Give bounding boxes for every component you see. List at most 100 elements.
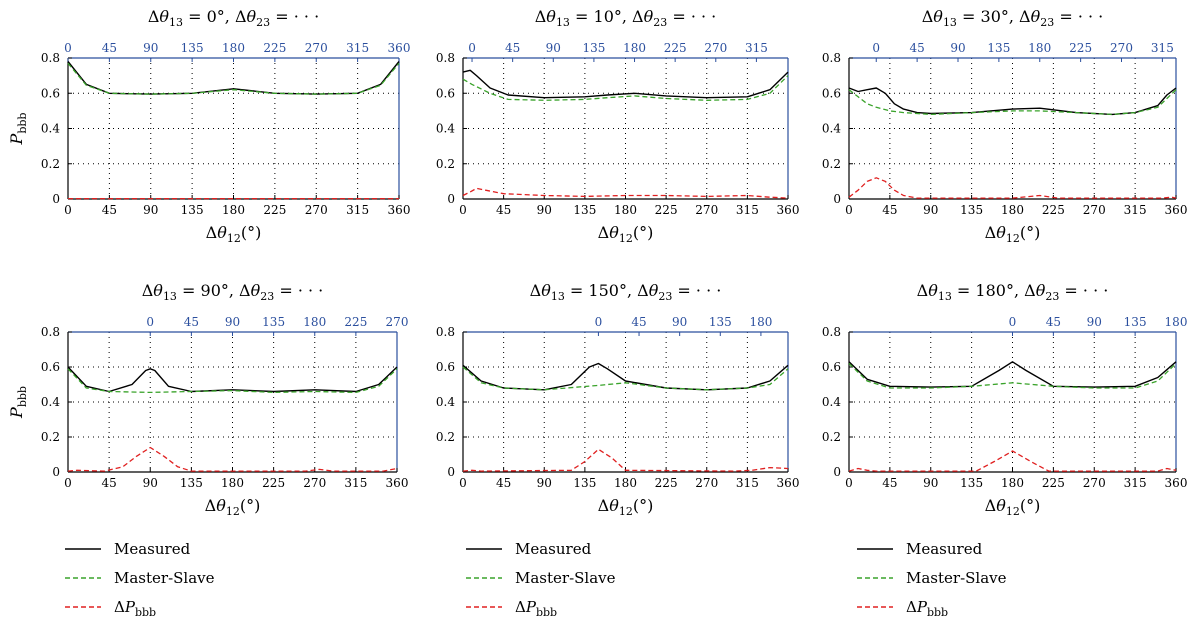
x-tick-label: 225 <box>1042 476 1065 490</box>
top-tick-label: 180 <box>303 315 326 329</box>
top-tick-label: 225 <box>263 41 286 55</box>
top-tick-label: 135 <box>262 315 285 329</box>
x-tick-label: 0 <box>459 203 467 217</box>
grid <box>68 58 399 199</box>
x-tick-label: 90 <box>923 476 938 490</box>
x-tick-label: 360 <box>388 203 411 217</box>
x-tick-label: 45 <box>496 476 511 490</box>
top-tick-label: 270 <box>1110 41 1133 55</box>
x-tick-label: 0 <box>845 203 853 217</box>
x-tick-label: 180 <box>221 476 244 490</box>
panel-title: Δθ13​ = 10°, Δθ23​ = · · · <box>535 7 717 29</box>
x-tick-label: 135 <box>181 203 204 217</box>
top-tick-label: 0 <box>64 41 72 55</box>
x-tick-label: 0 <box>64 203 72 217</box>
y-tick-label: 0.6 <box>41 360 60 374</box>
x-tick-label: 360 <box>1165 203 1188 217</box>
panel-title: Δθ13​ = 0°, Δθ23​ = · · · <box>148 7 319 29</box>
x-tick-label: 0 <box>64 476 72 490</box>
top-tick-label: 90 <box>225 315 240 329</box>
x-axis-label: Δθ12​(°) <box>985 496 1041 518</box>
top-tick-label: 45 <box>1046 315 1061 329</box>
top-tick-label: 45 <box>505 41 520 55</box>
top-tick-label: 180 <box>222 41 245 55</box>
y-tick-label: 0.4 <box>822 395 841 409</box>
top-tick-label: 225 <box>1069 41 1092 55</box>
y-tick-label: 0.4 <box>436 122 455 136</box>
chart-panel-1: Δθ13​ = 0°, Δθ23​ = · · ·045901351802252… <box>7 7 410 245</box>
top-tick-label: 315 <box>346 41 369 55</box>
x-tick-label: 225 <box>655 203 678 217</box>
legend-master-slave-label: Master-Slave <box>114 569 215 587</box>
top-tick-label: 135 <box>987 41 1010 55</box>
top-tick-label: 270 <box>386 315 409 329</box>
legend-1: Measured Master-Slave ΔPbbb <box>65 540 215 619</box>
top-tick-label: 45 <box>102 41 117 55</box>
y-tick-label: 0.8 <box>41 325 60 339</box>
grid <box>463 58 788 199</box>
x-tick-label: 315 <box>1124 203 1147 217</box>
x-tick-label: 315 <box>736 476 759 490</box>
top-tick-label: 45 <box>184 315 199 329</box>
panel-title: Δθ13​ = 180°, Δθ23​ = · · · <box>917 281 1109 303</box>
x-tick-label: 315 <box>346 203 369 217</box>
x-axis-label: Δθ12​(°) <box>598 496 654 518</box>
top-tick-label: 45 <box>909 41 924 55</box>
grid <box>68 332 397 472</box>
top-tick-label: 180 <box>1028 41 1051 55</box>
legend-2: Measured Master-Slave ΔPbbb <box>466 540 616 619</box>
x-tick-label: 225 <box>655 476 678 490</box>
top-tick-label: 90 <box>546 41 561 55</box>
x-tick-label: 180 <box>222 203 245 217</box>
x-tick-label: 135 <box>573 476 596 490</box>
panel-title: Δθ13​ = 30°, Δθ23​ = · · · <box>922 7 1104 29</box>
x-tick-label: 135 <box>573 203 596 217</box>
x-tick-label: 0 <box>845 476 853 490</box>
y-tick-label: 0.8 <box>822 51 841 65</box>
x-tick-label: 225 <box>1042 203 1065 217</box>
y-axis-label: Pbbb <box>7 113 29 146</box>
y-axis-label: Pbbb <box>7 386 29 419</box>
y-tick-label: 0.6 <box>436 86 455 100</box>
x-tick-label: 225 <box>262 476 285 490</box>
y-tick-label: 0.2 <box>41 157 60 171</box>
y-tick-label: 0 <box>447 465 455 479</box>
y-tick-label: 0.8 <box>822 325 841 339</box>
x-axis-label: Δθ12​(°) <box>598 223 654 245</box>
grid <box>849 58 1176 199</box>
y-tick-label: 0.2 <box>436 430 455 444</box>
top-tick-label: 360 <box>388 41 411 55</box>
top-tick-label: 225 <box>344 315 367 329</box>
x-tick-label: 135 <box>180 476 203 490</box>
legend-measured-label: Measured <box>906 540 983 558</box>
top-tick-label: 0 <box>468 41 476 55</box>
y-tick-label: 0.2 <box>822 430 841 444</box>
x-tick-label: 90 <box>537 476 552 490</box>
legend-delta-pbbb-label: ΔPbbb <box>114 598 156 619</box>
y-tick-label: 0 <box>833 465 841 479</box>
y-tick-label: 0.6 <box>822 360 841 374</box>
y-tick-label: 0.4 <box>436 395 455 409</box>
series-line-masterslave <box>463 367 788 390</box>
y-tick-label: 0.4 <box>822 122 841 136</box>
top-tick-label: 0 <box>146 315 154 329</box>
chart-panel-6: Δθ13​ = 180°, Δθ23​ = · · · 0 45 90 135 180 22… <box>822 281 1188 518</box>
x-tick-label: 315 <box>344 476 367 490</box>
x-tick-label: 360 <box>777 203 800 217</box>
top-tick-label: 135 <box>181 41 204 55</box>
x-axis-label: Δθ12​(°) <box>205 496 261 518</box>
chart-panel-4: Δθ13​ = 90°, Δθ23​ = · · · 0 45 90 135 180 225… <box>7 281 408 518</box>
x-tick-label: 270 <box>305 203 328 217</box>
top-tick-label: 180 <box>623 41 646 55</box>
y-tick-label: 0.6 <box>822 86 841 100</box>
y-tick-label: 0 <box>833 192 841 206</box>
y-tick-label: 0.2 <box>822 157 841 171</box>
y-tick-label: 0 <box>52 192 60 206</box>
x-tick-label: 45 <box>882 476 897 490</box>
y-tick-label: 0.4 <box>41 395 60 409</box>
chart-panel-2: Δθ13​ = 10°, Δθ23​ = · · · 0 45 90 135 180 225… <box>436 7 800 245</box>
panel-title: Δθ13​ = 90°, Δθ23​ = · · · <box>142 281 324 303</box>
y-tick-label: 0 <box>447 192 455 206</box>
x-tick-label: 90 <box>537 203 552 217</box>
legend-master-slave-label: Master-Slave <box>906 569 1007 587</box>
